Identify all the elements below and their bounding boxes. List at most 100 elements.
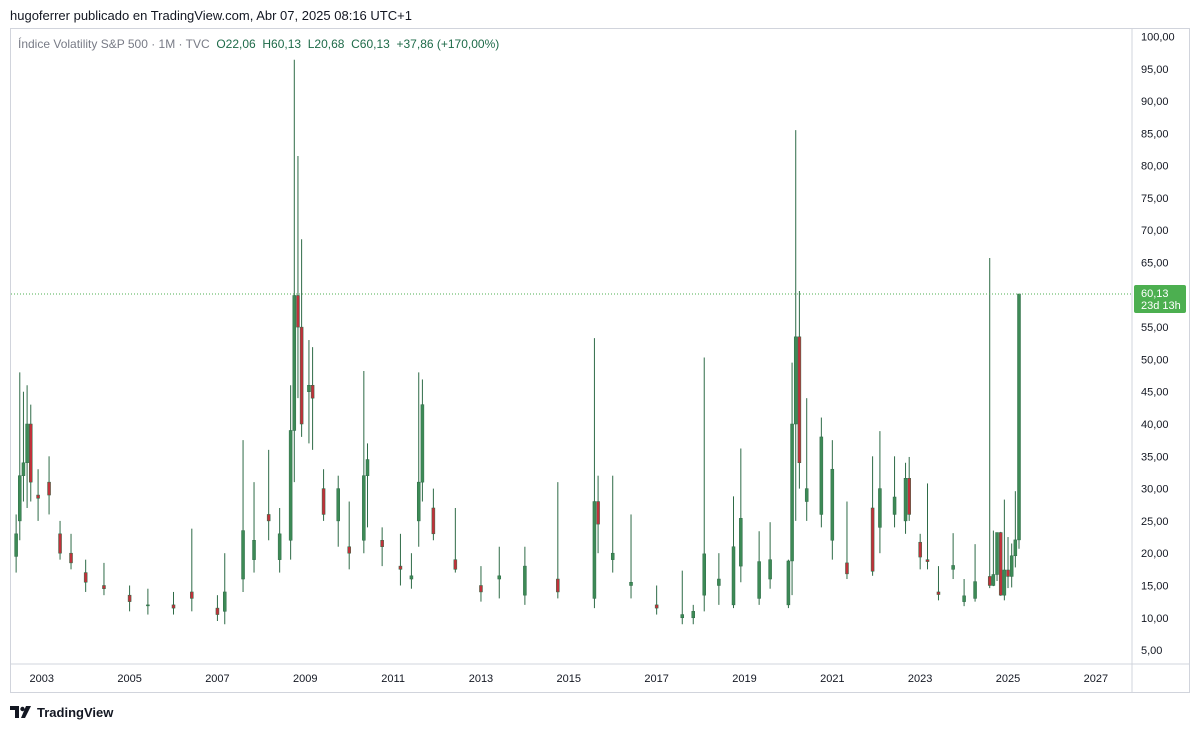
candle-body <box>962 595 966 602</box>
candle-body <box>907 478 911 515</box>
candle-body <box>307 385 311 392</box>
candle <box>556 482 560 599</box>
candle <box>307 340 311 444</box>
candle <box>592 338 597 609</box>
candle <box>936 566 941 601</box>
candle-body <box>266 514 271 522</box>
candle-body <box>420 404 425 483</box>
symbol-legend: Índice Volatility S&P 500 · 1M · TVC O22… <box>18 37 499 51</box>
candle <box>819 417 824 528</box>
candle-body <box>18 475 22 522</box>
candle-body <box>479 585 483 593</box>
candle-body <box>523 565 527 596</box>
candle <box>878 431 882 554</box>
candle <box>362 371 366 554</box>
candle-body <box>83 572 88 583</box>
candle <box>215 595 220 622</box>
y-tick-label: 40,00 <box>1141 419 1169 431</box>
legend-low: L20,68 <box>307 37 345 51</box>
candle <box>1013 491 1018 568</box>
candle-body <box>878 488 882 528</box>
candle <box>998 531 1003 596</box>
candle-body <box>768 559 772 580</box>
candle <box>903 462 908 534</box>
candle-body <box>973 581 977 599</box>
candle-body <box>998 532 1003 596</box>
candle <box>786 559 791 609</box>
candle <box>190 528 194 612</box>
candle <box>47 456 51 515</box>
candle <box>14 514 18 573</box>
candle-body <box>299 326 304 425</box>
footer-brand[interactable]: TradingView <box>10 703 113 721</box>
candle-body <box>925 559 930 562</box>
x-tick-label: 2003 <box>30 673 54 685</box>
candle <box>596 475 600 554</box>
candle-body <box>1009 555 1014 577</box>
candle <box>991 530 996 587</box>
candle <box>925 483 930 570</box>
legend-change: +37,86 (+170,00%) <box>396 37 500 51</box>
candle-body <box>1013 539 1018 557</box>
y-tick-label: 55,00 <box>1141 322 1169 334</box>
candle <box>1002 499 1007 601</box>
candle <box>431 488 436 541</box>
y-tick-label: 5,00 <box>1141 645 1162 657</box>
legend-close: C60,13 <box>351 37 390 51</box>
y-tick-label: 95,00 <box>1141 64 1169 76</box>
candle <box>629 514 633 599</box>
candle-body <box>804 488 809 502</box>
x-tick-label: 2013 <box>469 673 493 685</box>
y-tick-label: 90,00 <box>1141 96 1169 108</box>
x-tick-label: 2011 <box>381 673 405 685</box>
last-price-value: 60,13 <box>1141 288 1169 300</box>
last-price-countdown: 23d 13h <box>1141 300 1181 312</box>
candle-body <box>1002 569 1007 596</box>
candle <box>739 448 743 583</box>
candle <box>797 290 802 489</box>
candle <box>892 456 897 528</box>
candle-body <box>654 604 659 609</box>
candle-body <box>29 423 33 483</box>
candle <box>347 501 351 570</box>
price-axis[interactable]: 5,00 10,00 15,00 20,00 25,00 30,00 35,00 40,00 4… <box>1141 31 1175 657</box>
candle <box>25 385 29 508</box>
candle <box>962 579 966 607</box>
candle-body <box>717 578 721 586</box>
candle <box>223 553 227 625</box>
candle <box>995 532 999 581</box>
chart-frame[interactable] <box>10 28 1190 693</box>
y-tick-label: 65,00 <box>1141 258 1169 270</box>
y-tick-label: 100,00 <box>1141 31 1175 43</box>
candle-body <box>680 614 685 619</box>
candle-body <box>918 541 922 558</box>
publication-caption: hugoferrer publicado en TradingView.com,… <box>10 8 412 23</box>
candle-body <box>365 459 370 476</box>
candle-body <box>321 488 326 515</box>
candle-body <box>497 575 502 580</box>
candle-body <box>845 562 849 575</box>
y-tick-label: 20,00 <box>1141 548 1169 560</box>
candle-body <box>592 501 597 599</box>
candle <box>717 553 721 605</box>
candle-body <box>870 507 875 572</box>
candle-body <box>819 436 824 515</box>
time-axis[interactable]: 2003 2005 2007 2009 2011 2013 2015 2017 2019 2021… <box>30 673 1109 685</box>
candle <box>987 258 992 589</box>
tradingview-logo-icon <box>10 706 31 718</box>
candle <box>790 362 794 596</box>
candle <box>69 533 73 570</box>
candle <box>127 585 132 612</box>
candle-body <box>223 591 227 612</box>
candle <box>310 347 315 450</box>
x-tick-label: 2027 <box>1084 673 1108 685</box>
candle-body <box>171 604 176 609</box>
y-tick-label: 15,00 <box>1141 580 1169 592</box>
candle-body <box>36 494 40 499</box>
candle <box>277 507 282 573</box>
x-tick-label: 2007 <box>205 673 229 685</box>
footer-brand-label: TradingView <box>37 704 114 720</box>
candle <box>420 379 425 502</box>
